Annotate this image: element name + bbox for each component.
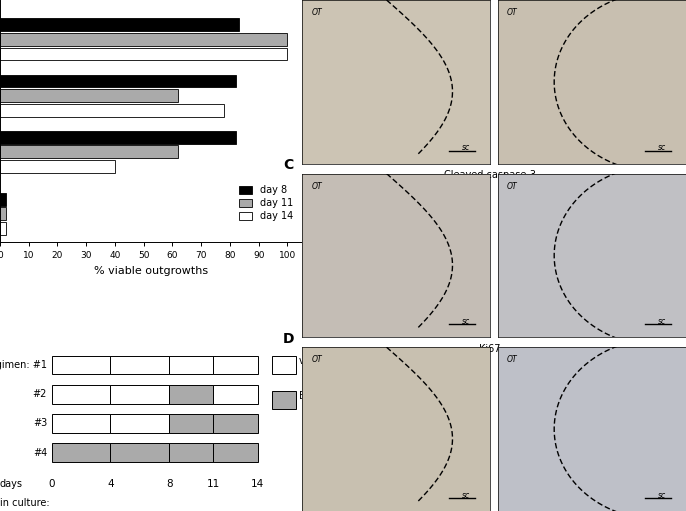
Text: #3: #3 xyxy=(33,419,47,428)
Bar xyxy=(169,356,213,375)
Bar xyxy=(51,414,110,433)
Text: Cleaved caspase-3: Cleaved caspase-3 xyxy=(444,170,536,180)
Bar xyxy=(0,160,115,173)
Text: 11: 11 xyxy=(207,479,220,489)
Bar xyxy=(169,414,213,433)
Bar xyxy=(0,131,236,144)
Text: days: days xyxy=(0,479,23,489)
Bar xyxy=(169,385,213,404)
Bar xyxy=(110,414,169,433)
Bar xyxy=(0,18,239,31)
Bar xyxy=(110,356,169,375)
Text: C: C xyxy=(283,158,293,172)
Text: 0: 0 xyxy=(48,479,55,489)
Text: #4: #4 xyxy=(33,448,47,457)
Text: EHT1864: EHT1864 xyxy=(299,391,343,401)
Text: #2: #2 xyxy=(33,389,47,399)
Text: in culture:: in culture: xyxy=(0,498,49,508)
Bar xyxy=(0,222,5,235)
Bar xyxy=(0,207,5,220)
Bar xyxy=(0,89,178,102)
Text: OT: OT xyxy=(311,8,322,17)
Text: 8: 8 xyxy=(166,479,173,489)
Bar xyxy=(213,414,258,433)
Bar xyxy=(0,48,287,60)
Text: D: D xyxy=(283,332,294,345)
Text: OT: OT xyxy=(507,182,518,191)
Bar xyxy=(0,104,224,117)
Bar xyxy=(51,356,110,375)
Bar xyxy=(0,75,236,87)
Text: 4: 4 xyxy=(107,479,114,489)
Legend: day 8, day 11, day 14: day 8, day 11, day 14 xyxy=(235,181,297,225)
Text: OT: OT xyxy=(507,356,518,364)
Text: sc: sc xyxy=(462,317,470,326)
Bar xyxy=(51,385,110,404)
Text: sc: sc xyxy=(658,491,666,500)
Text: regimen: #1: regimen: #1 xyxy=(0,360,47,370)
Bar xyxy=(0,33,287,46)
Text: vehicle: vehicle xyxy=(299,356,334,365)
Text: 14: 14 xyxy=(251,479,264,489)
Text: sc: sc xyxy=(462,143,470,152)
Text: Ki67: Ki67 xyxy=(480,344,501,354)
Text: sc: sc xyxy=(462,491,470,500)
Bar xyxy=(0,146,178,158)
Bar xyxy=(213,385,258,404)
Text: OT: OT xyxy=(507,8,518,17)
Bar xyxy=(272,356,296,374)
Bar xyxy=(169,443,213,462)
Text: OT: OT xyxy=(311,182,322,191)
Text: sc: sc xyxy=(658,143,666,152)
Bar xyxy=(213,356,258,375)
Text: OT: OT xyxy=(311,356,322,364)
Bar xyxy=(110,443,169,462)
Bar xyxy=(110,385,169,404)
Text: sc: sc xyxy=(658,317,666,326)
Bar xyxy=(51,443,110,462)
X-axis label: % viable outgrowths: % viable outgrowths xyxy=(94,266,208,275)
Bar xyxy=(272,391,296,409)
Bar xyxy=(213,443,258,462)
Bar xyxy=(0,193,5,205)
